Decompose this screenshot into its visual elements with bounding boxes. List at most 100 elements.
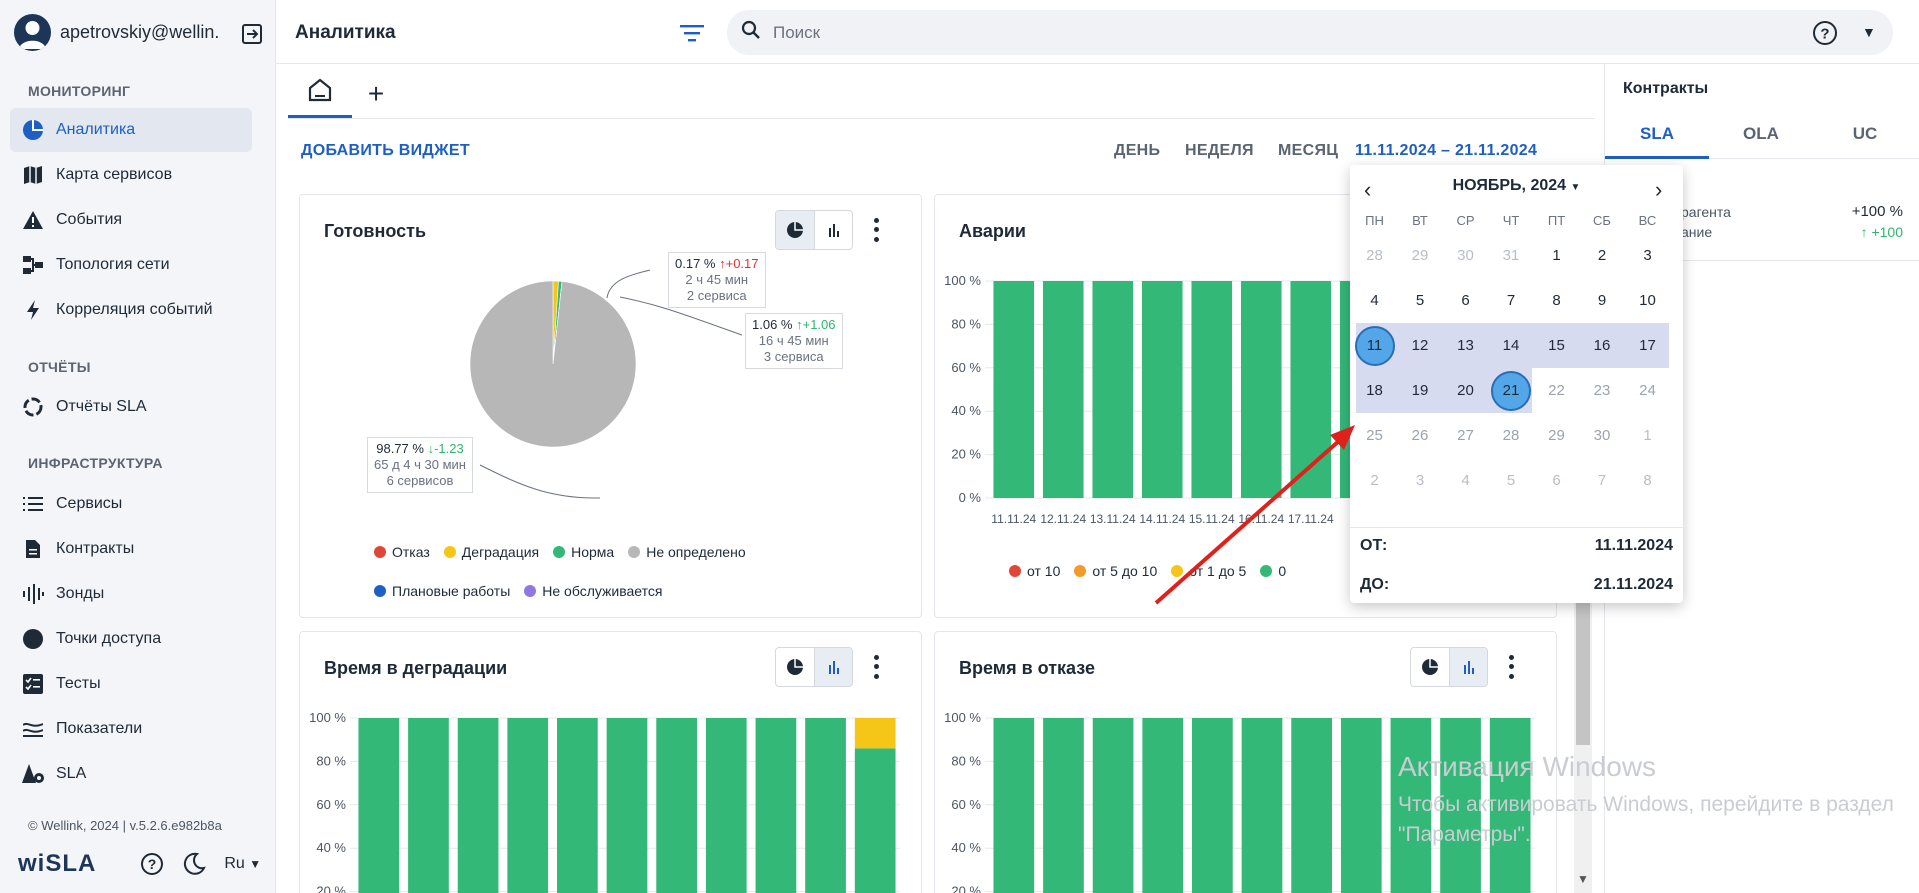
bar-chart-icon[interactable] — [814, 211, 852, 249]
period-month-button[interactable]: МЕСЯЦ — [1278, 142, 1339, 159]
scrollbar-thumb[interactable] — [1576, 600, 1590, 745]
bar[interactable] — [1489, 718, 1531, 893]
legend-item[interactable]: Плановые работы — [374, 583, 510, 599]
calendar-day[interactable]: 19 — [1411, 382, 1429, 399]
more-icon[interactable] — [866, 653, 886, 681]
more-icon[interactable] — [866, 216, 886, 244]
chevron-down-icon[interactable]: ▼ — [1862, 24, 1876, 40]
chevron-right-icon[interactable]: › — [1655, 177, 1663, 202]
bar[interactable] — [705, 718, 747, 893]
bar[interactable] — [1291, 718, 1332, 893]
bar[interactable] — [854, 718, 896, 749]
bar-chart-icon[interactable] — [814, 648, 852, 686]
legend-item[interactable]: от 10 — [1009, 563, 1060, 579]
bar[interactable] — [656, 718, 697, 893]
bar[interactable] — [1191, 281, 1233, 498]
calendar-day[interactable]: 24 — [1639, 382, 1656, 399]
search-input[interactable] — [773, 22, 1673, 43]
bar[interactable] — [1142, 718, 1184, 893]
pie-chart-icon[interactable] — [776, 648, 814, 686]
calendar-day[interactable]: 1 — [1643, 427, 1652, 444]
legend-item[interactable]: Отказ — [374, 544, 430, 560]
sidebar-item-events[interactable]: События — [10, 198, 252, 242]
bar[interactable] — [1092, 281, 1134, 498]
tab-home[interactable] — [288, 70, 352, 118]
bar[interactable] — [854, 748, 896, 893]
calendar-day[interactable]: 16 — [1593, 337, 1611, 354]
chevron-left-icon[interactable]: ‹ — [1364, 177, 1372, 202]
period-week-button[interactable]: НЕДЕЛЯ — [1185, 142, 1254, 159]
more-icon[interactable] — [1501, 653, 1521, 681]
sidebar-item-correlation[interactable]: Корреляция событий — [10, 288, 252, 332]
calendar-day[interactable]: 10 — [1639, 292, 1656, 309]
tab-sla[interactable]: SLA — [1640, 124, 1674, 143]
bar[interactable] — [805, 718, 846, 893]
filter-icon[interactable] — [680, 22, 704, 49]
help-icon[interactable]: ? — [140, 852, 164, 876]
bar[interactable] — [606, 718, 648, 893]
sidebar-item-analytics[interactable]: Аналитика — [10, 108, 252, 152]
calendar-day[interactable]: 12 — [1411, 337, 1429, 354]
help-icon[interactable]: ? — [1812, 20, 1838, 51]
bar[interactable] — [993, 718, 1035, 893]
bar[interactable] — [1042, 281, 1084, 498]
sidebar-item-access-points[interactable]: Точки доступа — [10, 617, 252, 661]
sidebar-item-contracts[interactable]: Контракты — [10, 527, 252, 571]
to-value[interactable]: 21.11.2024 — [1593, 576, 1673, 593]
calendar-day[interactable]: 17 — [1639, 337, 1656, 354]
from-value[interactable]: 11.11.2024 — [1594, 537, 1673, 554]
bar-chart-icon[interactable] — [1449, 648, 1487, 686]
calendar-day[interactable]: 18 — [1366, 382, 1383, 399]
calendar-day[interactable]: 4 — [1370, 292, 1379, 309]
bar[interactable] — [1241, 718, 1283, 893]
calendar-day[interactable]: 8 — [1552, 292, 1561, 309]
add-widget-button[interactable]: ДОБАВИТЬ ВИДЖЕТ — [301, 142, 470, 159]
calendar-day[interactable]: 22 — [1548, 382, 1565, 399]
calendar-day[interactable]: 14 — [1502, 337, 1520, 354]
sidebar-item-metrics[interactable]: Показатели — [10, 707, 252, 751]
pie-chart-icon[interactable] — [776, 211, 814, 249]
bar[interactable] — [1192, 718, 1233, 893]
bar[interactable] — [1043, 718, 1084, 893]
sidebar-item-topology[interactable]: Топология сети — [10, 243, 252, 287]
legend-item[interactable]: 0 — [1260, 563, 1286, 579]
calendar-day[interactable]: 31 — [1502, 247, 1520, 264]
calendar-day[interactable]: 27 — [1457, 427, 1474, 444]
calendar-day[interactable]: 15 — [1548, 337, 1565, 354]
bar[interactable] — [457, 718, 499, 893]
calendar-day[interactable]: 29 — [1548, 427, 1565, 444]
chart-type-toggle[interactable] — [775, 210, 853, 250]
legend-item[interactable]: Не обслуживается — [524, 583, 662, 599]
scroll-down-icon[interactable]: ▼ — [1577, 872, 1589, 886]
bar[interactable] — [1240, 281, 1282, 498]
legend-item[interactable]: Деградация — [443, 544, 539, 560]
bar[interactable] — [1440, 718, 1481, 893]
search-box[interactable] — [727, 10, 1893, 55]
calendar-day[interactable]: 11 — [1352, 323, 1397, 368]
date-range-button[interactable]: 11.11.2024 – 21.11.2024 — [1355, 142, 1538, 159]
sidebar-item-tests[interactable]: Тесты — [10, 662, 252, 706]
bar[interactable] — [408, 718, 449, 893]
chart-type-toggle[interactable] — [1410, 647, 1488, 687]
bar[interactable] — [358, 718, 400, 893]
calendar-day[interactable]: 28 — [1502, 427, 1520, 444]
bar[interactable] — [1290, 281, 1332, 498]
tab-uc[interactable]: UC — [1852, 124, 1878, 143]
calendar-day[interactable]: 5 — [1506, 472, 1516, 489]
calendar-day[interactable]: 2 — [1370, 472, 1379, 489]
calendar-day[interactable]: 21 — [1489, 368, 1534, 413]
bar[interactable] — [1390, 718, 1432, 893]
calendar-day[interactable]: 6 — [1461, 292, 1470, 309]
calendar-day[interactable]: 30 — [1457, 247, 1474, 264]
calendar-day[interactable]: 25 — [1366, 427, 1383, 444]
sidebar-item-services[interactable]: Сервисы — [10, 482, 252, 526]
bar[interactable] — [1340, 718, 1382, 893]
add-tab-button[interactable]: + — [352, 70, 400, 118]
user-menu[interactable]: apetrovskiy@wellin... — [14, 14, 218, 51]
chart-type-toggle[interactable] — [775, 647, 853, 687]
calendar-day[interactable]: 13 — [1457, 337, 1474, 354]
main-scrollbar[interactable]: ▼ — [1574, 600, 1592, 893]
calendar-day[interactable]: 8 — [1643, 472, 1652, 489]
sidebar-item-probes[interactable]: Зонды — [10, 572, 252, 616]
pie-slice[interactable] — [469, 280, 637, 448]
